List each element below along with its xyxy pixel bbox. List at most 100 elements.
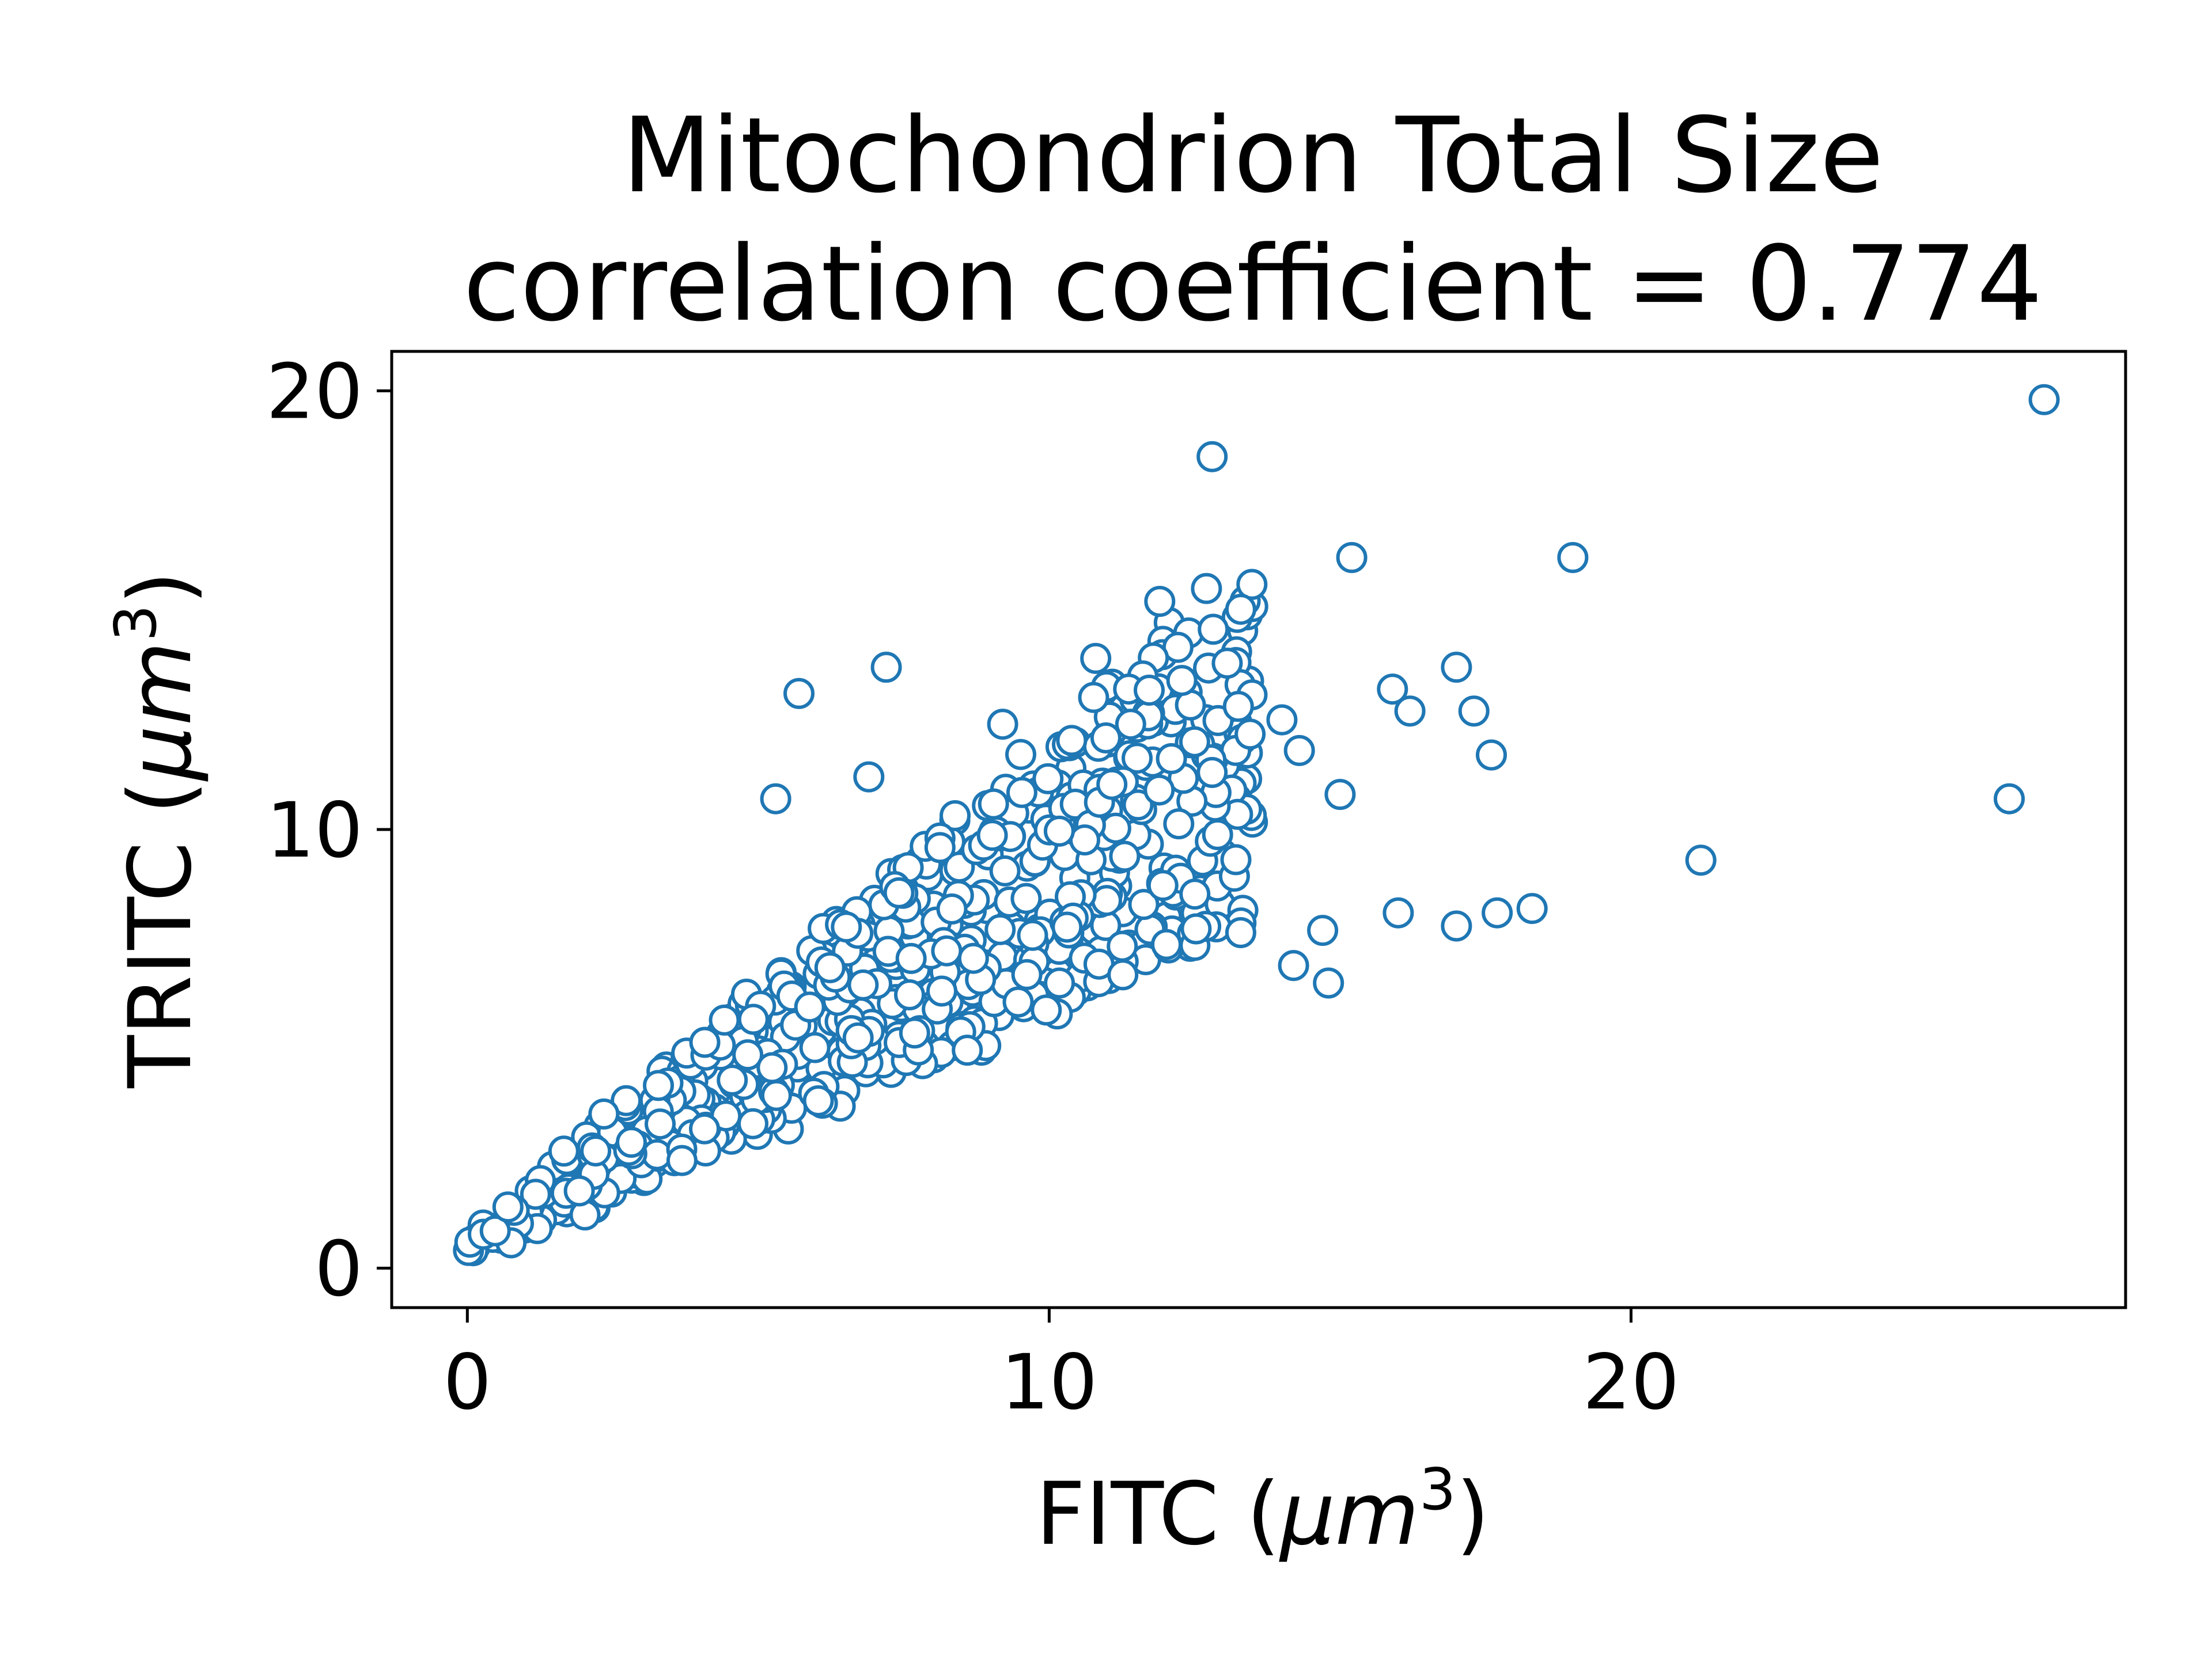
- data-point: [1198, 613, 1229, 645]
- data-point: [976, 820, 1008, 851]
- data-point: [1196, 757, 1228, 788]
- data-point: [1225, 593, 1256, 625]
- data-point: [588, 1098, 620, 1130]
- data-point: [883, 877, 915, 908]
- chart-title-line-2: correlation coefficient = 0.774: [463, 224, 2043, 344]
- data-point: [563, 1175, 595, 1207]
- data-point: [1482, 897, 1513, 929]
- y-axis-label-unit: μm: [111, 641, 211, 782]
- data-point: [802, 1085, 834, 1116]
- data-point: [831, 911, 862, 943]
- data-point: [645, 1108, 676, 1140]
- data-point: [709, 1004, 740, 1036]
- data-point: [1179, 878, 1211, 910]
- data-point: [1476, 739, 1507, 771]
- data-point: [1394, 695, 1426, 727]
- data-point: [1191, 573, 1222, 604]
- data-point: [1166, 665, 1198, 696]
- data-point: [853, 761, 885, 793]
- data-point: [814, 952, 846, 983]
- x-axis-label-unit: μm: [1279, 1464, 1419, 1565]
- data-point: [1196, 441, 1228, 472]
- data-point: [520, 1179, 551, 1210]
- y-axis-ticks: 0 10 20: [266, 348, 392, 1313]
- x-axis-label-prefix: FITC (: [1036, 1464, 1280, 1565]
- data-point: [1128, 889, 1160, 921]
- y-axis-label-suffix: ): [111, 571, 211, 605]
- x-tick-label: 20: [1582, 1338, 1679, 1427]
- y-tick-label: 0: [315, 1225, 363, 1313]
- data-point: [1220, 844, 1252, 876]
- data-point: [1163, 808, 1195, 840]
- data-point: [936, 893, 968, 925]
- x-axis-label-suffix: ): [1456, 1464, 1490, 1565]
- data-point: [1005, 738, 1036, 770]
- x-axis-label-sup: 3: [1419, 1456, 1456, 1523]
- data-point: [1324, 779, 1356, 810]
- data-point: [548, 1135, 579, 1167]
- data-point: [842, 1022, 874, 1054]
- data-point: [756, 1052, 788, 1084]
- data-point: [1107, 930, 1138, 962]
- data-point: [1044, 967, 1075, 999]
- data-point: [847, 969, 879, 1001]
- y-axis-label-sup: 3: [102, 605, 169, 642]
- data-point: [987, 709, 1018, 740]
- data-point: [931, 935, 963, 967]
- data-point: [1382, 897, 1414, 929]
- data-point: [1134, 675, 1165, 706]
- data-point: [1377, 673, 1408, 705]
- data-point: [1313, 967, 1344, 999]
- data-point: [1144, 586, 1176, 617]
- data-point: [1100, 812, 1131, 844]
- data-point: [1056, 725, 1088, 756]
- data-point: [799, 1032, 831, 1063]
- data-point: [1685, 844, 1717, 876]
- y-tick-label: 10: [266, 786, 363, 875]
- data-point: [1283, 734, 1315, 766]
- y-axis-label: TRITC (μm3): [102, 571, 211, 1089]
- data-point: [760, 783, 791, 815]
- data-point: [1222, 691, 1254, 722]
- data-point: [952, 1035, 983, 1066]
- data-point: [894, 979, 925, 1010]
- data-point: [1234, 718, 1266, 750]
- data-point: [737, 1003, 769, 1035]
- y-axis-label-prefix: TRITC (: [111, 781, 211, 1089]
- data-point: [1557, 541, 1589, 573]
- data-point: [1096, 768, 1128, 800]
- data-point: [1069, 824, 1100, 856]
- data-point: [1225, 917, 1256, 948]
- data-point: [783, 677, 815, 709]
- data-point: [1032, 763, 1064, 794]
- data-point: [1010, 882, 1042, 914]
- chart-title-line-1: Mitochondrion Total Size: [622, 96, 1884, 216]
- data-point: [1122, 743, 1153, 774]
- data-point: [1109, 840, 1141, 872]
- data-point: [1307, 915, 1339, 946]
- data-point: [1179, 726, 1210, 757]
- data-point: [1278, 950, 1309, 982]
- data-point: [895, 942, 927, 974]
- data-point: [1107, 959, 1139, 991]
- data-point: [737, 1108, 768, 1139]
- data-point: [1115, 709, 1146, 740]
- data-point: [643, 1070, 674, 1101]
- data-point: [1266, 704, 1298, 736]
- data-point: [1011, 959, 1043, 990]
- data-point: [1156, 743, 1187, 774]
- data-point: [492, 1191, 524, 1223]
- data-point: [1080, 643, 1112, 674]
- data-point: [794, 991, 825, 1023]
- data-point: [1336, 541, 1368, 573]
- data-point: [978, 788, 1009, 820]
- data-point: [616, 1127, 647, 1158]
- data-point: [1147, 870, 1179, 902]
- data-point: [899, 1017, 930, 1049]
- data-point: [940, 800, 971, 831]
- data-point: [1091, 885, 1122, 916]
- data-point: [1211, 647, 1243, 679]
- data-point: [989, 855, 1021, 887]
- data-point: [732, 1039, 764, 1071]
- data-point: [1236, 569, 1268, 600]
